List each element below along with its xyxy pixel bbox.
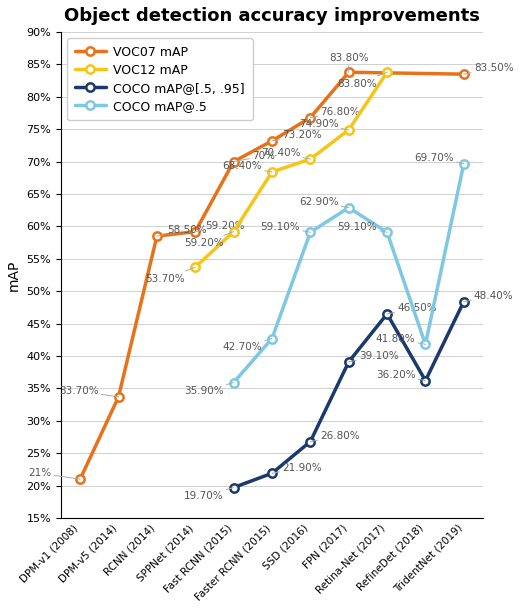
VOC12 mAP — [192, 264, 198, 271]
Text: 83.50%: 83.50% — [464, 63, 514, 74]
Text: 33.70%: 33.70% — [59, 386, 119, 397]
Text: 19.70%: 19.70% — [184, 488, 233, 501]
VOC07 mAP — [269, 137, 275, 144]
Legend: VOC07 mAP, VOC12 mAP, COCO mAP@[.5, .95], COCO mAP@.5: VOC07 mAP, VOC12 mAP, COCO mAP@[.5, .95]… — [67, 38, 253, 121]
Text: 26.80%: 26.80% — [310, 431, 360, 442]
VOC07 mAP — [461, 71, 467, 78]
COCO mAP@.5 — [384, 228, 390, 236]
VOC12 mAP — [307, 155, 314, 163]
Text: 21%: 21% — [29, 468, 80, 479]
Text: 39.10%: 39.10% — [349, 351, 398, 362]
Text: 83.80%: 83.80% — [329, 53, 369, 72]
Text: 59.10%: 59.10% — [261, 222, 310, 232]
Text: 59.10%: 59.10% — [337, 222, 387, 232]
COCO mAP@.5 — [269, 335, 275, 342]
VOC12 mAP — [230, 228, 237, 235]
VOC07 mAP — [307, 114, 314, 121]
Text: 70%: 70% — [233, 151, 275, 161]
VOC07 mAP — [154, 233, 160, 240]
Text: 76.80%: 76.80% — [310, 107, 360, 118]
COCO mAP@.5 — [230, 379, 237, 386]
COCO mAP@[.5, .95] — [269, 470, 275, 477]
VOC07 mAP — [230, 158, 237, 165]
COCO mAP@[.5, .95] — [461, 298, 467, 305]
COCO mAP@[.5, .95] — [422, 377, 428, 384]
Y-axis label: mAP: mAP — [7, 259, 21, 290]
Text: 83.80%: 83.80% — [337, 72, 387, 89]
Text: 48.40%: 48.40% — [464, 291, 514, 301]
Text: 42.70%: 42.70% — [222, 339, 272, 352]
Title: Object detection accuracy improvements: Object detection accuracy improvements — [64, 7, 480, 25]
COCO mAP@[.5, .95] — [307, 438, 314, 445]
VOC12 mAP — [269, 168, 275, 175]
VOC07 mAP — [77, 476, 83, 483]
Text: 69.70%: 69.70% — [414, 153, 464, 164]
Text: 70.40%: 70.40% — [261, 149, 310, 159]
VOC07 mAP — [346, 69, 352, 76]
COCO mAP@.5 — [422, 340, 428, 348]
Text: 73.20%: 73.20% — [272, 130, 322, 141]
COCO mAP@.5 — [461, 160, 467, 167]
Text: 41.80%: 41.80% — [376, 334, 425, 344]
COCO mAP@[.5, .95] — [384, 310, 390, 317]
VOC07 mAP — [192, 228, 198, 235]
Text: 35.90%: 35.90% — [184, 382, 233, 396]
COCO mAP@.5 — [346, 204, 352, 211]
Text: 68.40%: 68.40% — [222, 161, 272, 172]
COCO mAP@.5 — [307, 228, 314, 236]
Text: 58.50%: 58.50% — [157, 225, 206, 236]
Text: 62.90%: 62.90% — [299, 197, 349, 208]
Text: 59.20%: 59.20% — [184, 231, 233, 248]
Line: VOC12 mAP: VOC12 mAP — [191, 68, 391, 272]
VOC12 mAP — [384, 69, 390, 76]
Line: COCO mAP@[.5, .95]: COCO mAP@[.5, .95] — [229, 297, 468, 491]
VOC07 mAP — [115, 393, 122, 401]
Line: VOC07 mAP: VOC07 mAP — [76, 68, 468, 484]
COCO mAP@[.5, .95] — [230, 484, 237, 491]
Text: 59.20%: 59.20% — [195, 221, 245, 231]
Line: COCO mAP@.5: COCO mAP@.5 — [229, 160, 468, 387]
Text: 53.70%: 53.70% — [146, 267, 195, 284]
VOC12 mAP — [346, 126, 352, 133]
COCO mAP@[.5, .95] — [346, 358, 352, 365]
Text: 74.90%: 74.90% — [299, 119, 349, 130]
Text: 21.90%: 21.90% — [272, 463, 322, 473]
Text: 36.20%: 36.20% — [376, 370, 425, 381]
Text: 46.50%: 46.50% — [387, 303, 437, 314]
